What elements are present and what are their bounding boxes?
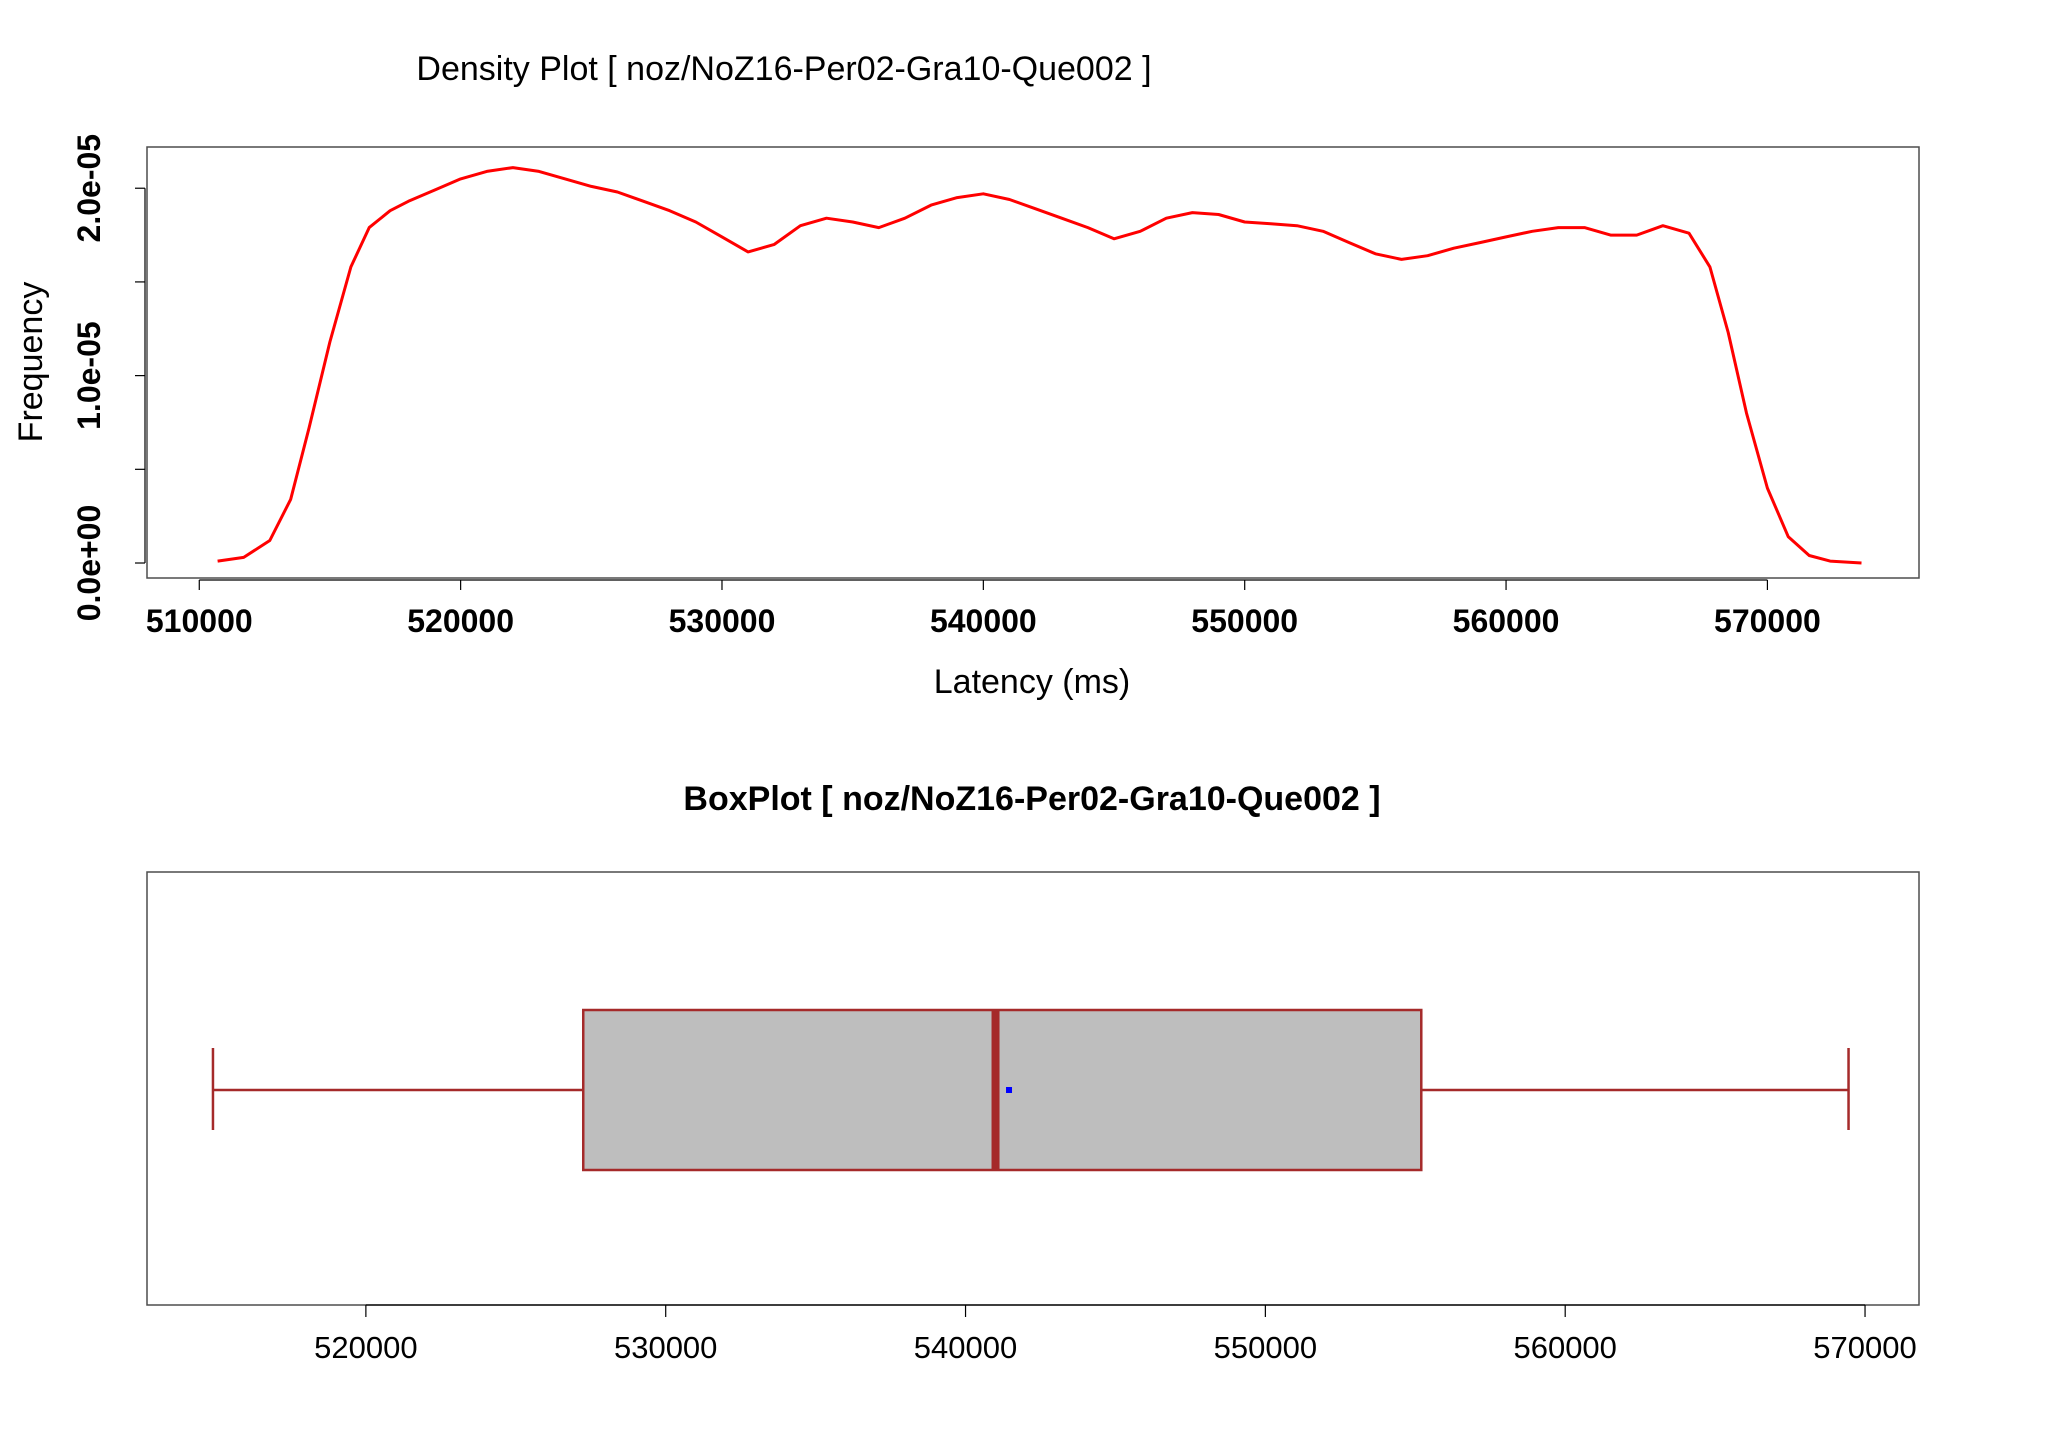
density-y-axis-label: Frequency — [12, 282, 50, 443]
density-x-tick-label: 520000 — [407, 603, 514, 639]
box-x-axis: 520000 530000 540000 550000 560000 570000 — [314, 1304, 1917, 1365]
box-elements — [211, 1008, 1850, 1172]
density-x-axis-label: Latency (ms) — [934, 663, 1131, 701]
density-series-line — [217, 166, 1862, 565]
density-plot: Density Plot [ noz/NoZ16-Per02-Gra10-Que… — [12, 50, 1920, 701]
density-y-tick-label: 0.0e+00 — [71, 505, 107, 622]
box-x-tick-label: 540000 — [914, 1330, 1017, 1365]
box-x-tick-label: 550000 — [1214, 1330, 1317, 1365]
density-x-tick-label: 550000 — [1191, 603, 1298, 639]
density-x-tick-label: 540000 — [930, 603, 1037, 639]
box-x-tick-label: 520000 — [314, 1330, 417, 1365]
density-x-tick-label: 530000 — [669, 603, 776, 639]
density-y-tick-label: 2.0e-05 — [71, 134, 107, 243]
density-title: Density Plot [ noz/NoZ16-Per02-Gra10-Que… — [416, 50, 1151, 88]
density-y-tick-label: 1.0e-05 — [71, 321, 107, 430]
box-x-tick-label: 570000 — [1813, 1330, 1916, 1365]
box-x-tick-label: 530000 — [614, 1330, 717, 1365]
density-x-axis: 510000 520000 530000 540000 550000 560000 5700… — [146, 579, 1821, 639]
box-mean-point — [1006, 1087, 1013, 1093]
box-plot: BoxPlot [ noz/NoZ16-Per02-Gra10-Que002 ]… — [146, 780, 1920, 1365]
box-iqr-rect — [582, 1008, 1423, 1172]
density-plot-frame — [146, 146, 1920, 579]
density-x-tick-label: 570000 — [1714, 603, 1821, 639]
box-x-tick-label: 560000 — [1513, 1330, 1616, 1365]
density-x-tick-label: 560000 — [1453, 603, 1560, 639]
density-x-tick-label: 510000 — [146, 603, 253, 639]
density-y-axis: 0.0e+00 1.0e-05 2.0e-05 — [71, 134, 146, 622]
box-title: BoxPlot [ noz/NoZ16-Per02-Gra10-Que002 ] — [683, 780, 1380, 818]
